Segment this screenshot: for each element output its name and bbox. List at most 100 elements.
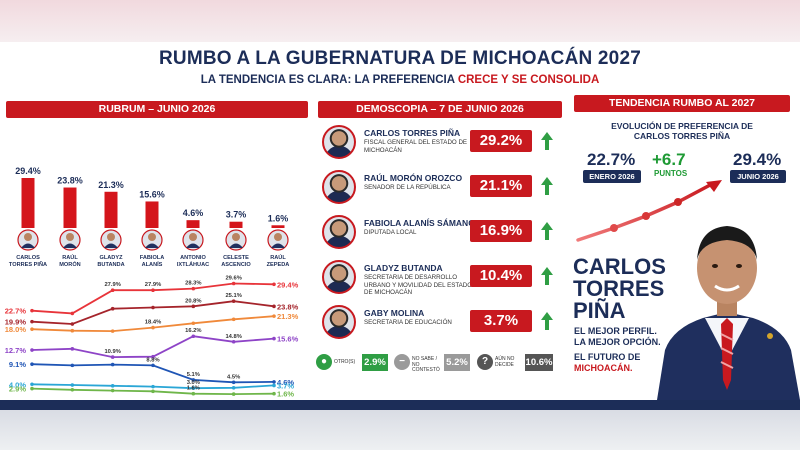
- series-end-label: 15.6%: [277, 335, 299, 344]
- series-point: [151, 305, 155, 310]
- slogan-line-3: EL FUTURO DE: [574, 352, 641, 362]
- ranking-bar: [229, 221, 243, 228]
- tendencia-subtitle: EVOLUCIÓN DE PREFERENCIA DE CARLOS TORRE…: [574, 121, 790, 141]
- series-end-label: 3.7%: [277, 381, 294, 390]
- candidate-name-label: CELESTE: [223, 255, 249, 261]
- candidate-name-2: TORRES: [573, 276, 665, 301]
- series-point: [30, 327, 34, 331]
- footer-label: OTRO(S): [334, 359, 356, 365]
- series-point-label: 18.4%: [145, 320, 161, 326]
- poster-subtitle: LA TENDENCIA ES CLARA: LA PREFERENCIA CR…: [0, 74, 800, 86]
- candidate-avatar-face: [148, 233, 156, 241]
- series-point: [272, 314, 276, 318]
- series-point: [151, 288, 155, 292]
- candidate-name-label: GLADYZ: [100, 255, 124, 261]
- candidate-percentage: 10.4%: [470, 265, 532, 287]
- up-arrow-icon: [541, 312, 553, 330]
- candidate-name-label: CARLOS: [16, 255, 40, 261]
- end-label: JUNIO 2026: [730, 170, 786, 183]
- series-point: [191, 378, 196, 382]
- trend-point: [642, 212, 650, 220]
- candidate-avatar-face: [274, 233, 282, 241]
- gain-label: PUNTOS: [654, 169, 688, 178]
- ranking-bar: [145, 201, 159, 228]
- series-point: [110, 355, 115, 359]
- candidate-avatar-body: [229, 243, 243, 248]
- arrowhead-icon: [706, 180, 722, 192]
- candidate-percentage: 21.1%: [470, 175, 532, 197]
- trend-arrow-graphic: [576, 180, 722, 242]
- subtitle-prefix: LA TENDENCIA ES CLARA: LA PREFERENCIA: [200, 74, 458, 86]
- candidate-role: SECRETARIA DE EDUCACIÓN: [364, 319, 452, 326]
- ranking-bar-value: 29.4%: [15, 166, 41, 176]
- series-point: [272, 383, 276, 388]
- gain-value: +6.7: [652, 150, 686, 169]
- series-point: [151, 384, 155, 389]
- series-point: [191, 304, 196, 309]
- candidate-name-1: CARLOS: [573, 254, 666, 279]
- candidate-name: GLADYZ BUTANDA: [364, 263, 443, 273]
- series-start-label: 22.7%: [5, 307, 27, 316]
- footer-label: NO SABE / NO CONTESTÓ: [412, 356, 440, 373]
- candidate-avatar-face: [66, 233, 74, 241]
- candidate-name-label: ASCENCIO: [221, 262, 251, 268]
- trend-point: [674, 198, 682, 206]
- candidate-avatar-body: [145, 243, 159, 248]
- series-point: [231, 380, 236, 385]
- candidate-name: RAÚL MORÓN OROZCO: [364, 173, 463, 183]
- candidate-photo: [322, 125, 356, 159]
- subtitle-highlight: CRECE Y SE CONSOLIDA: [457, 74, 600, 86]
- candidate-avatar-face: [232, 233, 240, 241]
- trend-point: [610, 224, 618, 232]
- series-start-label: 9.1%: [9, 360, 26, 369]
- candidate-photo: [322, 305, 356, 339]
- up-arrow-icon: [541, 222, 553, 240]
- series-start-label: 19.9%: [5, 318, 27, 327]
- series-point-label: 1.6%: [187, 386, 200, 392]
- rubrum-header: RUBRUM – JUNIO 2026: [6, 101, 308, 118]
- series-point: [70, 363, 75, 368]
- series-end-label: 23.8%: [277, 302, 299, 311]
- series-point-label: 3.0%: [187, 380, 200, 386]
- candidate-name-label: BUTANDA: [97, 262, 124, 268]
- up-arrow-icon: [541, 267, 553, 285]
- series-point-label: 27.9%: [145, 282, 161, 288]
- series-point: [191, 321, 196, 326]
- demo-footer-no-sabe: − NO SABE / NO CONTESTÓ 5.2%: [394, 354, 472, 373]
- candidate-portrait: [657, 226, 800, 400]
- candidate-avatar-body: [21, 243, 35, 248]
- tendencia-subtitle-line: CARLOS TORRES PIÑA: [633, 131, 731, 141]
- series-start-label: 4.0%: [9, 380, 26, 389]
- ranking-bar: [186, 220, 200, 228]
- candidate-name-3: PIÑA: [573, 298, 626, 323]
- ranking-bar-value: 23.8%: [57, 176, 83, 186]
- series-point: [30, 362, 34, 366]
- series-point: [151, 325, 155, 330]
- candidate-percentage: 16.9%: [470, 220, 532, 242]
- candidate-photo: [322, 215, 356, 249]
- start-value: 22.7%: [587, 150, 636, 169]
- start-label: ENERO 2026: [583, 170, 641, 183]
- series-point: [231, 317, 236, 322]
- candidate-name-label: RAÚL: [270, 254, 286, 261]
- candidate-name: FABIOLA ALANÍS SÁMANO: [364, 218, 475, 228]
- series-point: [231, 281, 236, 286]
- tendencia-subtitle-line: EVOLUCIÓN DE PREFERENCIA DE: [611, 121, 753, 131]
- candidate-name-label: ZEPEDA: [267, 262, 290, 268]
- candidate-name-label: TORRES PIÑA: [9, 261, 47, 268]
- candidate-name: GABY MOLINA: [364, 308, 425, 318]
- slogan-line-2: LA MEJOR OPCIÓN.: [574, 337, 661, 347]
- demoscopia-header: DEMOSCOPIA – 7 DE JUNIO 2026: [318, 101, 562, 118]
- candidate-name-label: IXTLÁHUAC: [177, 261, 209, 268]
- tendencia-header: TENDENCIA RUMBO AL 2027: [574, 95, 790, 112]
- candidate-role: SECRETARIA DE DESARROLLO URBANO Y MOVILI…: [364, 274, 473, 296]
- series-point: [272, 380, 276, 384]
- series-point: [30, 308, 34, 313]
- series-point: [272, 336, 276, 341]
- ranking-bar-value: 4.6%: [183, 208, 204, 218]
- ranking-bar: [104, 191, 118, 228]
- footer-value: 10.6%: [525, 354, 553, 371]
- series-point: [110, 306, 115, 311]
- demoscopia-row: GABY MOLINA SECRETARIA DE EDUCACIÓN 3.7%: [318, 303, 562, 343]
